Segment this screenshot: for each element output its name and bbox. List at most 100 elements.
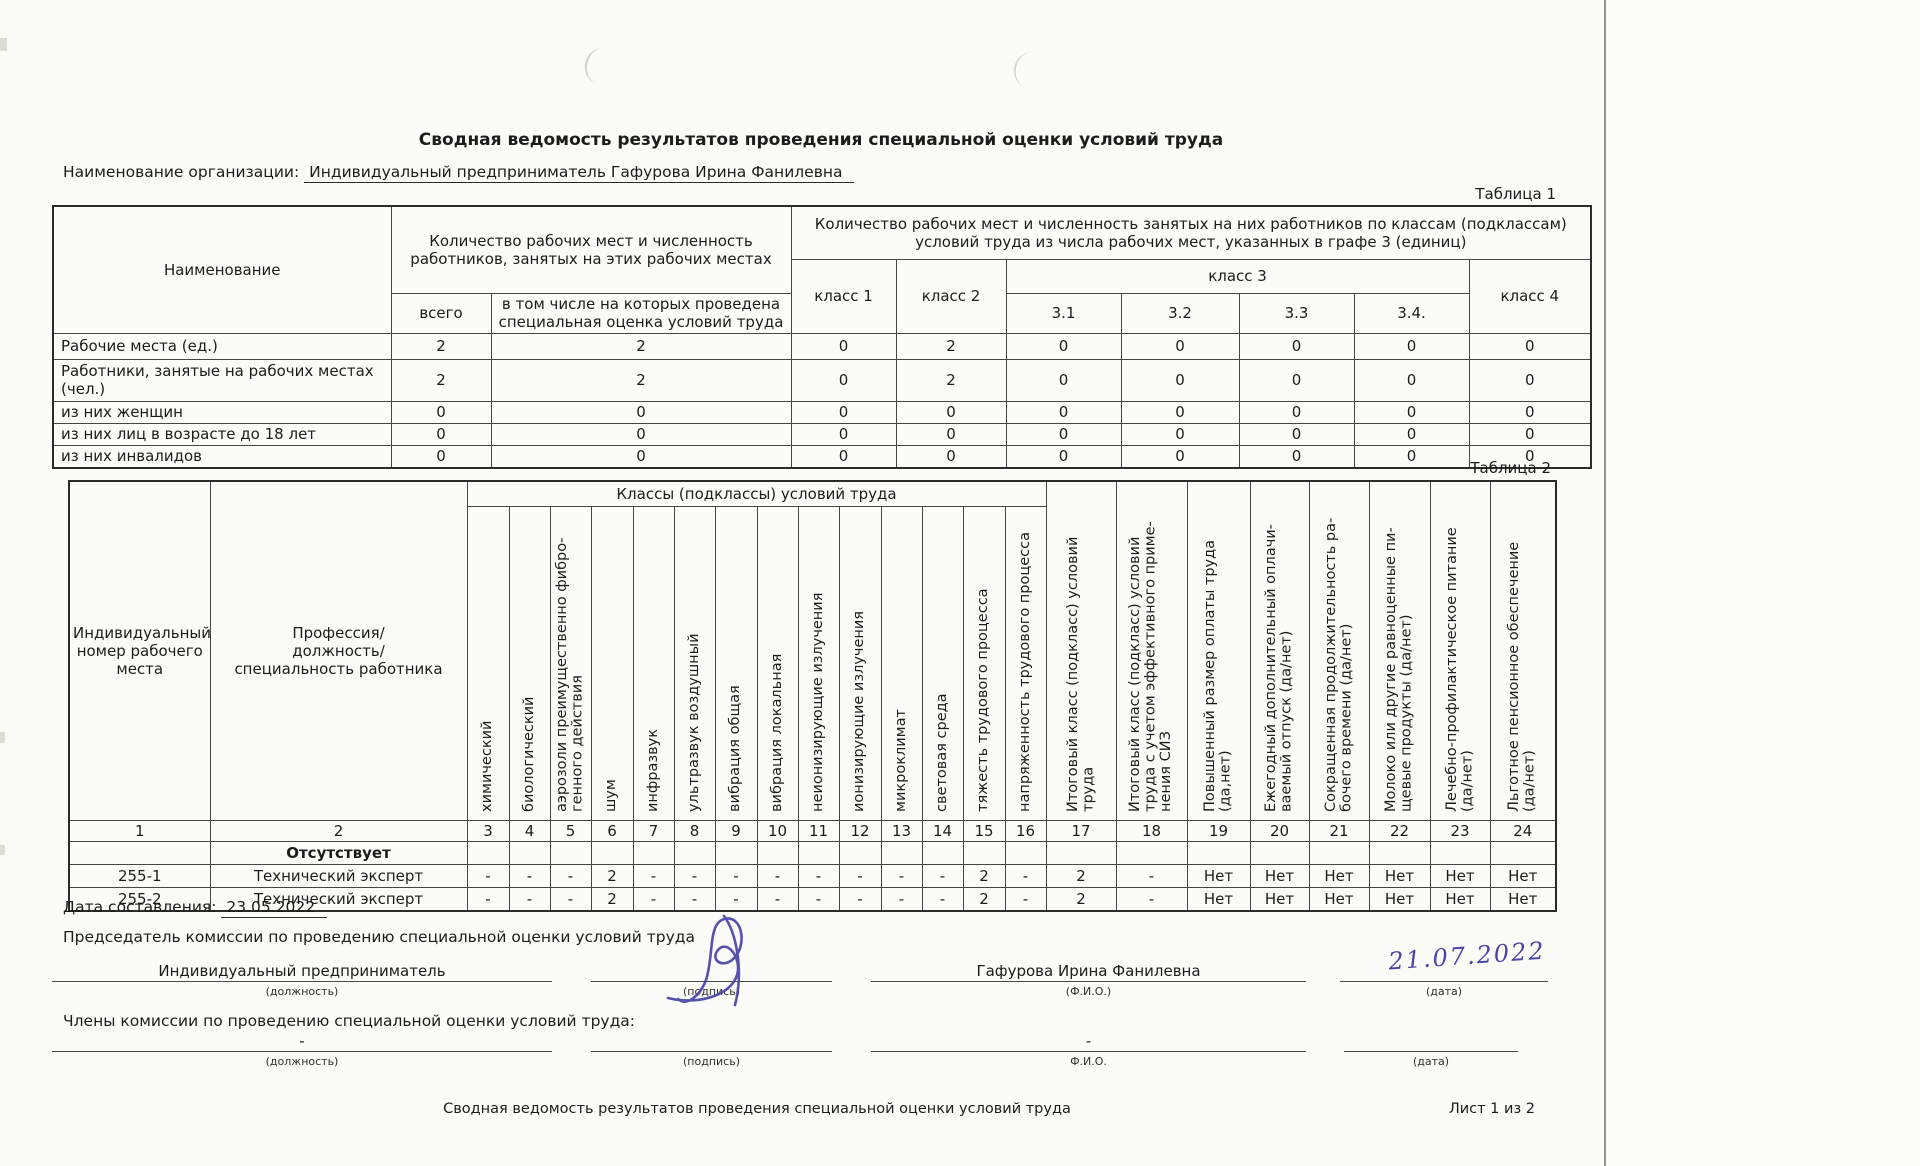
t2-factor-header: вибрация общая [714, 506, 758, 821]
cell [921, 841, 964, 865]
cell: 0 [790, 332, 897, 360]
t2-factor-header: химический [466, 506, 510, 821]
cell: - [838, 864, 882, 888]
cell: 0 [490, 400, 792, 424]
cell: 5 [549, 820, 592, 842]
workplace-number: 255-2 [68, 887, 211, 912]
t1-header-incl: в том числе на которых проведена специал… [490, 293, 792, 334]
cell: 2 [490, 332, 792, 360]
signature-line [871, 981, 1306, 982]
t2-header-class-group: Классы (подклассы) условий труда [466, 480, 1047, 507]
handwritten-date: 21.07.2022 [1387, 936, 1547, 976]
t2-factor-header: инфразвук [632, 506, 675, 821]
fio-label: Ф.И.О. [1070, 1055, 1107, 1068]
row-label: из них лиц в возрасте до 18 лет [52, 422, 392, 446]
scan-artifact [0, 732, 5, 743]
t1-header-total: всего [390, 293, 492, 334]
table1-caption: Таблица 1 [1475, 185, 1556, 203]
cell: Нет [1429, 864, 1491, 888]
members-title: Члены комиссии по проведению специальной… [63, 1012, 636, 1030]
fio-label: (Ф.И.О.) [1065, 985, 1112, 998]
cell [880, 841, 923, 865]
cell: - [673, 887, 716, 912]
t2-factor-header: напряженность трудового процесса [1004, 506, 1047, 821]
cell: 0 [1238, 422, 1355, 446]
cell: 0 [1238, 332, 1355, 360]
cell: 0 [895, 400, 1007, 424]
cell: 11 [797, 820, 840, 842]
cell: 14 [921, 820, 964, 842]
cell: 22 [1368, 820, 1431, 842]
row-label: Работники, занятые на рабочих местах (че… [52, 358, 392, 402]
t2-result-header: Сокращенная продолжительность ра- бочего… [1308, 480, 1370, 821]
scanner-edge-line [1604, 0, 1606, 1166]
cell: Нет [1249, 864, 1310, 888]
cell [838, 841, 882, 865]
signature-line [871, 1051, 1306, 1052]
org-label: Наименование организации: [63, 163, 300, 181]
cell: - [921, 864, 964, 888]
cell: 0 [1120, 422, 1240, 446]
cell: Нет [1368, 864, 1431, 888]
t2-absent-row: Отсутствует [68, 841, 1557, 865]
cell: 13 [880, 820, 923, 842]
member-fio: - [1085, 1032, 1092, 1050]
signature-line [591, 981, 832, 982]
chairman-position: Индивидуальный предприниматель [158, 962, 446, 980]
cell: 6 [590, 820, 634, 842]
cell: - [756, 887, 799, 912]
t1-header-name: Наименование [52, 205, 392, 334]
signature-line [52, 981, 552, 982]
cell: - [466, 887, 510, 912]
row-label: из них инвалидов [52, 444, 392, 469]
table-row: 255-1 Технический эксперт ---2--------2-… [68, 864, 1557, 888]
cell: - [880, 864, 923, 888]
cell: 19 [1186, 820, 1251, 842]
t2-header-profession: Профессия/ должность/ специальность рабо… [209, 480, 468, 821]
cell: 0 [490, 444, 792, 469]
scan-artifact [0, 845, 5, 855]
cell: 0 [1353, 400, 1470, 424]
cell [673, 841, 716, 865]
handwritten-signature [666, 914, 743, 1007]
cell: 0 [790, 422, 897, 446]
table-2: Индивидуальный номер рабочего места Проф… [68, 480, 1558, 912]
cell [1368, 841, 1431, 865]
cell: 10 [756, 820, 799, 842]
cell: - [508, 887, 551, 912]
sign-label: (подпись) [683, 1055, 740, 1068]
cell: 0 [895, 444, 1007, 469]
cell: - [549, 887, 592, 912]
t1-header-sub32: 3.2 [1120, 293, 1240, 334]
cell: 0 [1468, 422, 1592, 446]
cell: 0 [1238, 400, 1355, 424]
cell [1004, 841, 1047, 865]
cell: - [838, 887, 882, 912]
org-name-line: Наименование организации: Индивидуальный… [63, 163, 855, 183]
cell: - [921, 887, 964, 912]
cell: - [466, 864, 510, 888]
cell: - [756, 864, 799, 888]
signature-line [52, 1051, 552, 1052]
cell: 0 [1005, 400, 1122, 424]
t2-factor-header: ультразвук воздушный [673, 506, 716, 821]
cell: 21 [1308, 820, 1370, 842]
cell: - [1115, 887, 1188, 912]
table2-caption: Таблица 2 [1470, 459, 1551, 477]
t2-factor-header: неионизирующие излучения [797, 506, 840, 821]
cell: Нет [1308, 887, 1370, 912]
cell: 2 [895, 358, 1007, 402]
member-line-date: (дата) [1344, 1051, 1518, 1068]
cell [714, 841, 758, 865]
t2-factor-header: микроклимат [880, 506, 923, 821]
cell: 0 [390, 400, 492, 424]
cell: - [880, 887, 923, 912]
cell: 0 [790, 444, 897, 469]
cell: 3 [466, 820, 510, 842]
cell: - [714, 864, 758, 888]
cell: 7 [632, 820, 675, 842]
cell: 2 [1045, 887, 1117, 912]
